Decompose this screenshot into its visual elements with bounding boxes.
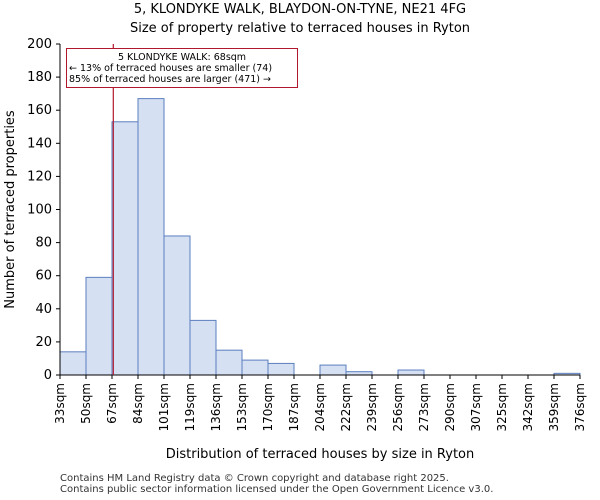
- x-tick-label: 307sqm: [469, 383, 483, 431]
- bar: [111, 121, 139, 376]
- annotation-line-3: 85% of terraced houses are larger (471) …: [69, 74, 271, 85]
- x-tick-label: 239sqm: [365, 383, 379, 431]
- x-tick-label: 187sqm: [287, 383, 301, 431]
- x-tick-label: 101sqm: [157, 383, 171, 431]
- x-tick-label: 119sqm: [183, 383, 197, 431]
- y-tick-label: 160: [27, 103, 52, 118]
- annotation-line-2: ← 13% of terraced houses are smaller (74…: [69, 63, 273, 74]
- bar: [319, 364, 347, 376]
- y-tick-label: 0: [44, 368, 52, 383]
- bar: [397, 369, 425, 376]
- bar: [163, 235, 191, 376]
- y-tick-label: 20: [35, 335, 52, 350]
- x-tick-label: 204sqm: [313, 383, 327, 431]
- x-tick-label: 67sqm: [105, 383, 119, 424]
- x-tick-label: 170sqm: [261, 383, 275, 431]
- y-axis-label: Number of terraced properties: [3, 110, 18, 309]
- x-tick-label: 33sqm: [53, 383, 67, 424]
- annotation-line-1: 5 KLONDYKE WALK: 68sqm: [117, 52, 247, 63]
- y-axis: 0 20 40 60 80 100 120 140 160 180 200: [27, 37, 61, 383]
- footer-line-2: Contains public sector information licen…: [60, 484, 494, 495]
- x-tick-label: 273sqm: [417, 383, 431, 431]
- x-tick-label: 290sqm: [443, 383, 457, 431]
- x-axis-label: Distribution of terraced houses by size …: [166, 447, 475, 462]
- y-tick-label: 200: [27, 37, 52, 52]
- y-tick-label: 140: [27, 136, 52, 151]
- x-axis: 33sqm 50sqm 67sqm 84sqm 101sqm 119sqm 136sqm 15…: [53, 374, 587, 431]
- x-tick-label: 342sqm: [521, 383, 535, 431]
- y-tick-label: 60: [35, 269, 52, 284]
- bar: [137, 98, 165, 376]
- y-tick-label: 80: [35, 236, 52, 251]
- chart-title: 5, KLONDYKE WALK, BLAYDON-ON-TYNE, NE21 …: [133, 2, 467, 17]
- bar: [85, 276, 113, 376]
- x-tick-label: 222sqm: [339, 383, 353, 431]
- footer-line-1: Contains HM Land Registry data © Crown c…: [60, 473, 449, 484]
- x-tick-label: 359sqm: [547, 383, 561, 431]
- bar: [215, 349, 243, 376]
- chart-subtitle: Size of property relative to terraced ho…: [129, 21, 471, 36]
- bar: [189, 319, 217, 376]
- x-tick-label: 50sqm: [79, 383, 93, 424]
- x-tick-label: 153sqm: [235, 383, 249, 431]
- bar: [267, 362, 295, 376]
- y-tick-label: 180: [27, 70, 52, 85]
- x-tick-label: 256sqm: [391, 383, 405, 431]
- bar: [241, 359, 269, 376]
- bars-group: [59, 98, 581, 376]
- x-tick-label: 376sqm: [573, 383, 587, 431]
- y-tick-label: 40: [35, 302, 52, 317]
- bar: [59, 351, 87, 376]
- x-tick-label: 84sqm: [131, 383, 145, 424]
- x-tick-label: 136sqm: [209, 383, 223, 431]
- y-tick-label: 100: [27, 203, 52, 218]
- annotation-box: 5 KLONDYKE WALK: 68sqm ← 13% of terraced…: [66, 48, 298, 88]
- x-tick-label: 325sqm: [495, 383, 509, 431]
- y-tick-label: 120: [27, 169, 52, 184]
